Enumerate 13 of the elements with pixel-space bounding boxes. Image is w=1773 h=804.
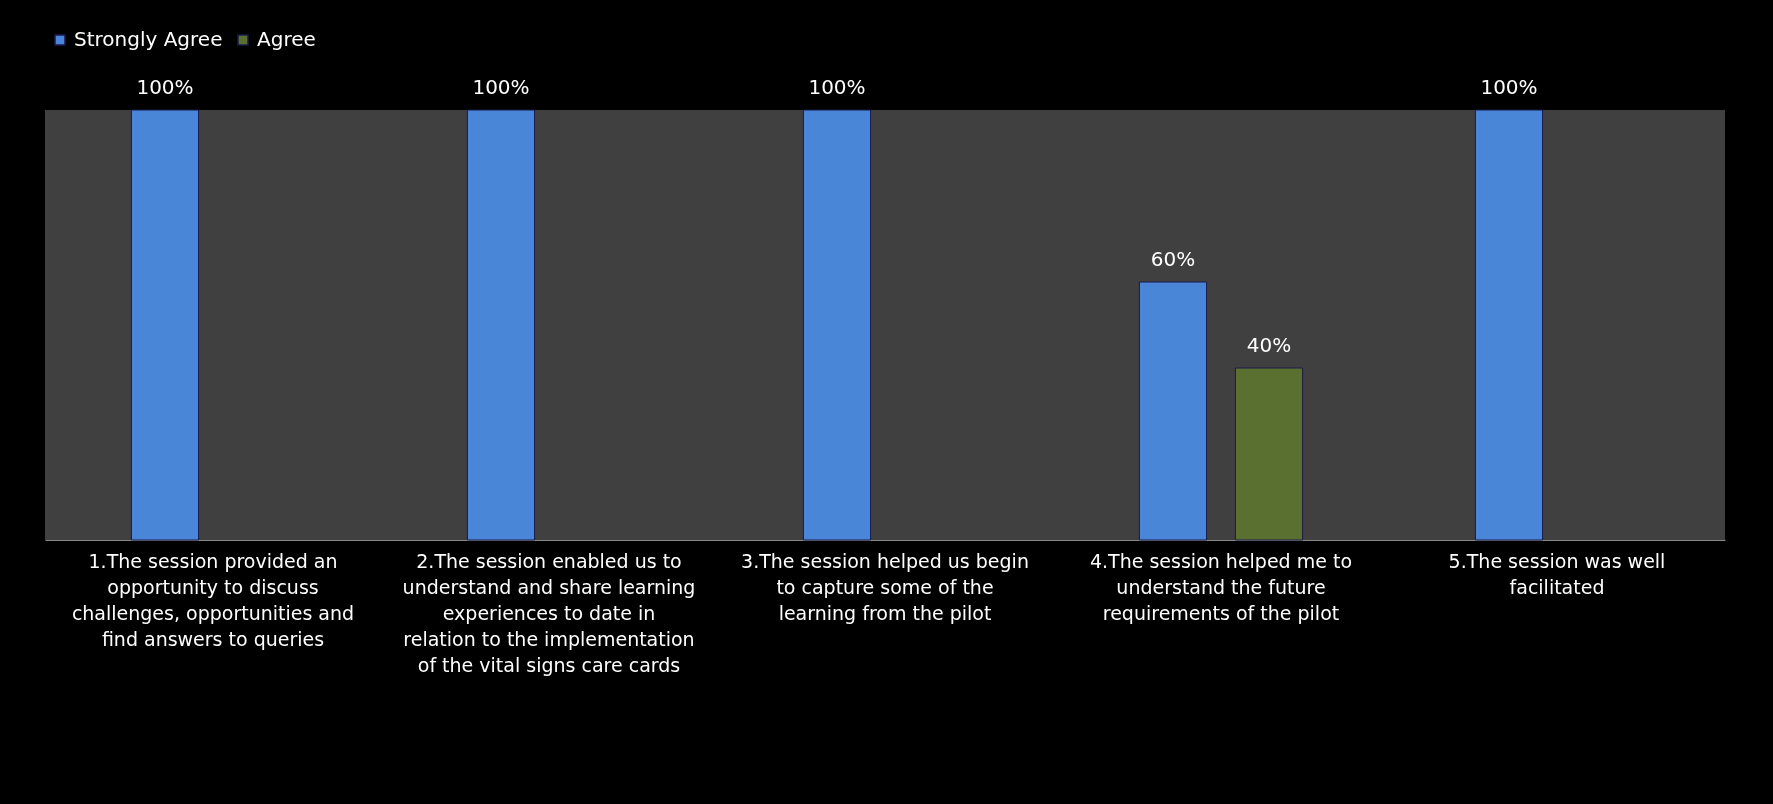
x-tick-label: 3.The session helped us begin to capture some of the learning from the pilot [741, 549, 1029, 624]
legend-label: Strongly Agree [74, 27, 223, 51]
x-tick-label: 4.The session helped me to understand the future requirements of the pilot [1089, 549, 1353, 624]
data-label: 100% [472, 75, 530, 99]
data-label: 60% [1150, 247, 1196, 271]
data-label: 40% [1246, 333, 1292, 357]
data-label: 100% [1480, 75, 1538, 99]
legend-label: Agree [257, 27, 316, 51]
x-tick-label: 5.The session was well facilitated [1448, 549, 1666, 598]
x-tick-label: 2.The session enabled us to understand and share learning experiences to date in relation to the implementation of the vital signs care cards [402, 549, 696, 676]
data-label: 100% [808, 75, 866, 99]
data-label: 100% [136, 75, 194, 99]
x-tick-label: 1.The session provided an opportunity to discuss challenges, opportunities and find answers to queries [71, 549, 355, 650]
